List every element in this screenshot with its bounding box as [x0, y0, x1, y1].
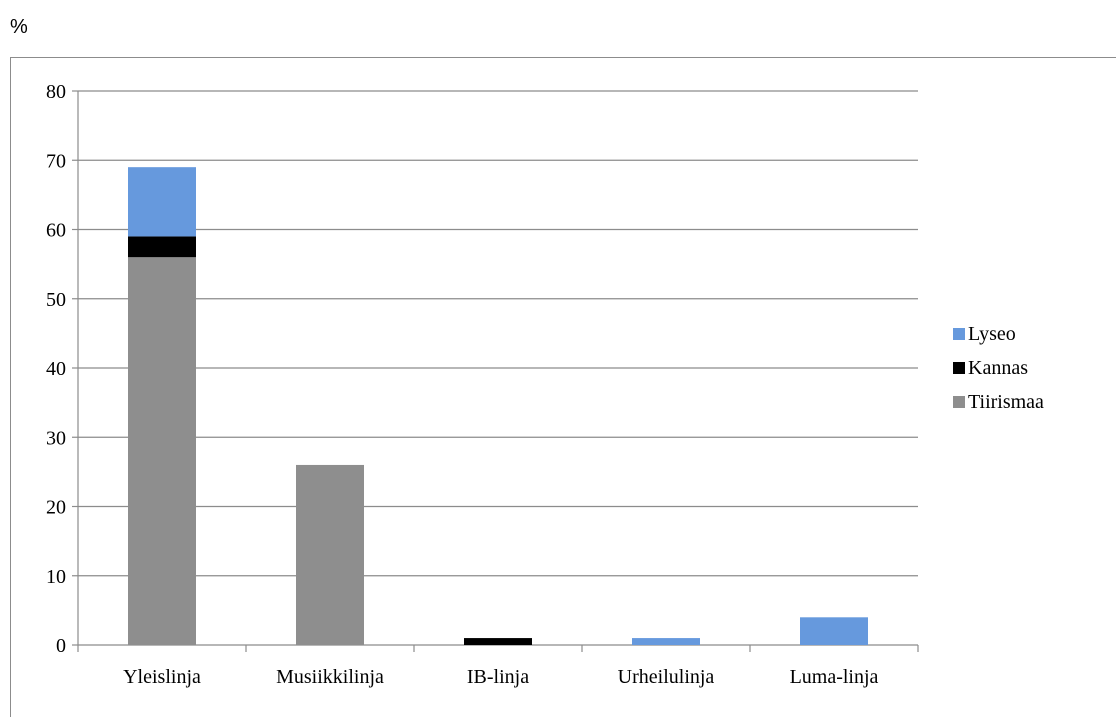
chart-frame: [10, 57, 1116, 717]
x-category-label: Urheilulinja: [618, 666, 715, 688]
y-tick-label: 20: [46, 497, 66, 519]
y-unit-label: %: [10, 16, 28, 38]
legend-swatch-tiirismaa: [953, 396, 965, 408]
x-category-label: Musiikkilinja: [276, 666, 384, 688]
legend-label-kannas: Kannas: [968, 357, 1028, 379]
bar-lyseo-luma-linja: [800, 617, 868, 645]
bar-tiirismaa-yleislinja: [128, 257, 196, 645]
y-tick-label: 40: [46, 358, 66, 380]
x-category-label: Luma-linja: [790, 666, 879, 688]
y-tick-label: 0: [56, 635, 66, 657]
legend-swatch-lyseo: [953, 328, 965, 340]
legend-label-tiirismaa: Tiirismaa: [968, 391, 1044, 413]
bar-lyseo-urheilulinja: [632, 638, 700, 645]
x-category-label: Yleislinja: [123, 666, 201, 688]
x-category-label: IB-linja: [467, 666, 529, 688]
bar-kannas-ib-linja: [464, 638, 532, 645]
bar-tiirismaa-musiikkilinja: [296, 464, 364, 645]
y-tick-label: 50: [46, 289, 66, 311]
y-tick-label: 10: [46, 566, 66, 588]
legend-swatch-kannas: [953, 362, 965, 374]
bar-lyseo-yleislinja: [128, 167, 196, 237]
y-tick-label: 60: [46, 220, 66, 242]
legend-label-lyseo: Lyseo: [968, 323, 1016, 345]
stacked-bar-chart: 0 10 20 30 40 50 60 70 80 Yleislinja Musiikkilinja…: [46, 81, 1044, 688]
y-tick-label: 80: [46, 81, 66, 103]
y-tick-label: 70: [46, 150, 66, 172]
bar-kannas-yleislinja: [128, 236, 196, 258]
y-tick-label: 30: [46, 427, 66, 449]
